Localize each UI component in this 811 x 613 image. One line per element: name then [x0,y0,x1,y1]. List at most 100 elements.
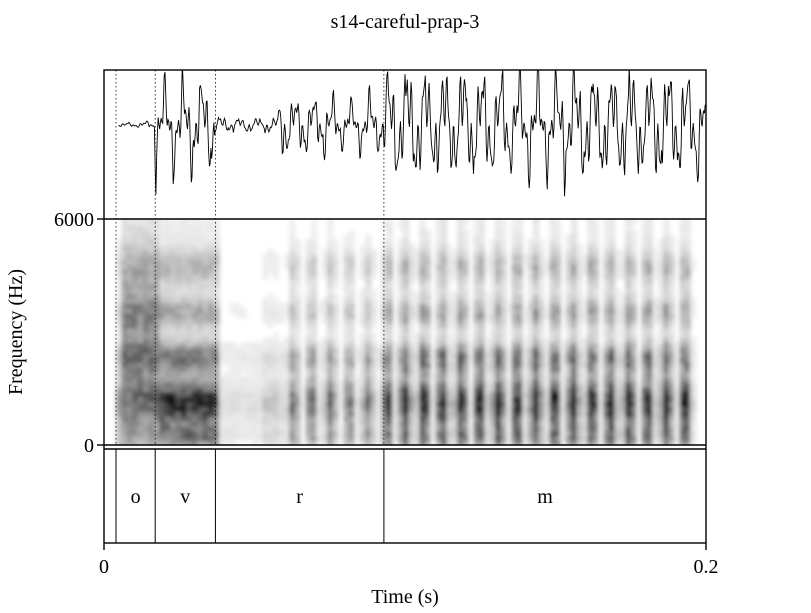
spectrogram-cell [636,425,643,437]
spectrogram-cell [468,425,475,437]
spectrogram-cell [246,342,253,354]
spectrogram-cell [240,342,247,354]
spectrogram-cell [690,298,697,309]
spectrogram-cell [576,244,583,256]
y-tick-label: 0 [84,435,94,457]
spectrogram-cell [484,337,491,349]
spectrogram-cell [457,219,464,226]
spectrogram-cell [592,219,599,231]
spectrogram-cell [370,249,377,260]
spectrogram-cell [690,337,697,349]
spectrogram-cell [522,307,529,319]
spectrogram-cell [679,219,686,226]
waveform-trace [118,70,706,197]
spectrogram-cell [235,302,242,314]
segment-label: m [537,486,553,508]
spectrogram-cell [506,302,513,314]
spectrogram-cell [240,361,247,373]
spectrogram-cell [636,381,643,393]
outer-frame [103,69,707,544]
spectrogram-cell [370,288,377,300]
spectrogram-cell [452,249,458,260]
spectrogram-cell [630,219,637,226]
spectrogram-cell [430,371,437,383]
spectrogram-cell [533,219,540,226]
spectrogram-cell [690,307,697,319]
spectrogram-cell [582,298,588,309]
spectrogram-cell [359,288,366,300]
spectrogram-cell [354,376,361,388]
spectrogram-cell [349,229,355,241]
spectrogram-cell [614,322,621,334]
spectrogram-cell [332,293,339,305]
spectrogram-cell [554,229,561,241]
chart-title: s14-careful-prap-3 [331,11,480,33]
spectrogram-cell [462,219,469,226]
spectrogram-cell [414,249,420,260]
spectrogram-cell [414,332,420,344]
spectrogram-panel [116,219,697,445]
spectrogram-cell [359,332,366,344]
spectrogram-cell [381,239,388,251]
spectrogram-cell [657,283,664,295]
spectrogram-cell [473,234,480,246]
spectrogram-cell [208,219,215,226]
spectrogram-cell [587,219,594,226]
spectrogram-cell [154,219,160,226]
spectrogram-cell [489,332,496,344]
spectrogram-cell [213,219,220,231]
spectrogram-cell [197,224,204,236]
spectrogram-cell [191,224,198,236]
spectrogram-cell [414,268,420,280]
spectrogram-cell [381,219,388,231]
spectrogram-cell [582,337,588,349]
spectrogram-cell [500,219,507,231]
spectrogram-cell [479,219,485,226]
spectrogram-cell [598,347,605,358]
spectrogram-cell [571,219,578,226]
spectrogram-cell [663,219,670,226]
panel-frames [103,69,707,544]
spectrogram-cell [267,317,274,329]
spectrogram-cell [603,224,610,236]
spectrogram-cell [435,219,442,226]
spectrogram-cell [468,381,475,393]
spectrogram-cell [164,219,171,226]
y-tick-label: 6000 [54,209,94,231]
spectrogram-cell [506,376,513,388]
spectrogram-cell [191,219,198,226]
spectrogram-cell [647,219,653,226]
spectrogram-cell [121,219,128,226]
spectrogram-cell [267,249,274,260]
spectrogram-cell [468,351,475,363]
spectrogram-cell [462,229,469,241]
spectrogram-cell [397,239,404,251]
spectrogram-cell [674,342,681,354]
spectrogram-cell [170,219,177,226]
spectrogram-cell [273,332,280,344]
spectrogram-cell [598,430,605,442]
spectrogram-cell [619,249,626,260]
spectrogram-cell [565,234,572,246]
spectrogram-cell [500,229,507,241]
spectrogram-cell [267,337,274,349]
y-axis-label: Frequency (Hz) [5,269,27,395]
axis-ticks: 0 6000 0 0.2 [54,209,719,578]
spectrogram-cell [240,307,247,319]
spectrogram-cell [446,288,453,300]
spectrogram-cell [229,376,236,388]
spectrogram-cell [652,249,659,260]
spectrogram-cell [354,347,361,358]
spectrogram-cell [376,347,383,358]
spectrogram-cell [256,371,263,383]
spectrogram-cell [332,239,339,251]
spectrogram-cell [376,381,383,393]
spectrogram-cell [636,351,643,363]
spectrogram-cell [619,327,626,339]
spectrogram-cell [197,219,204,226]
spectrogram-cell [137,219,144,226]
spectrogram-cell [284,302,290,314]
spectrogram-cell [321,337,328,349]
spectrogram-cell [316,366,323,378]
spectrogram-cell [419,219,426,226]
